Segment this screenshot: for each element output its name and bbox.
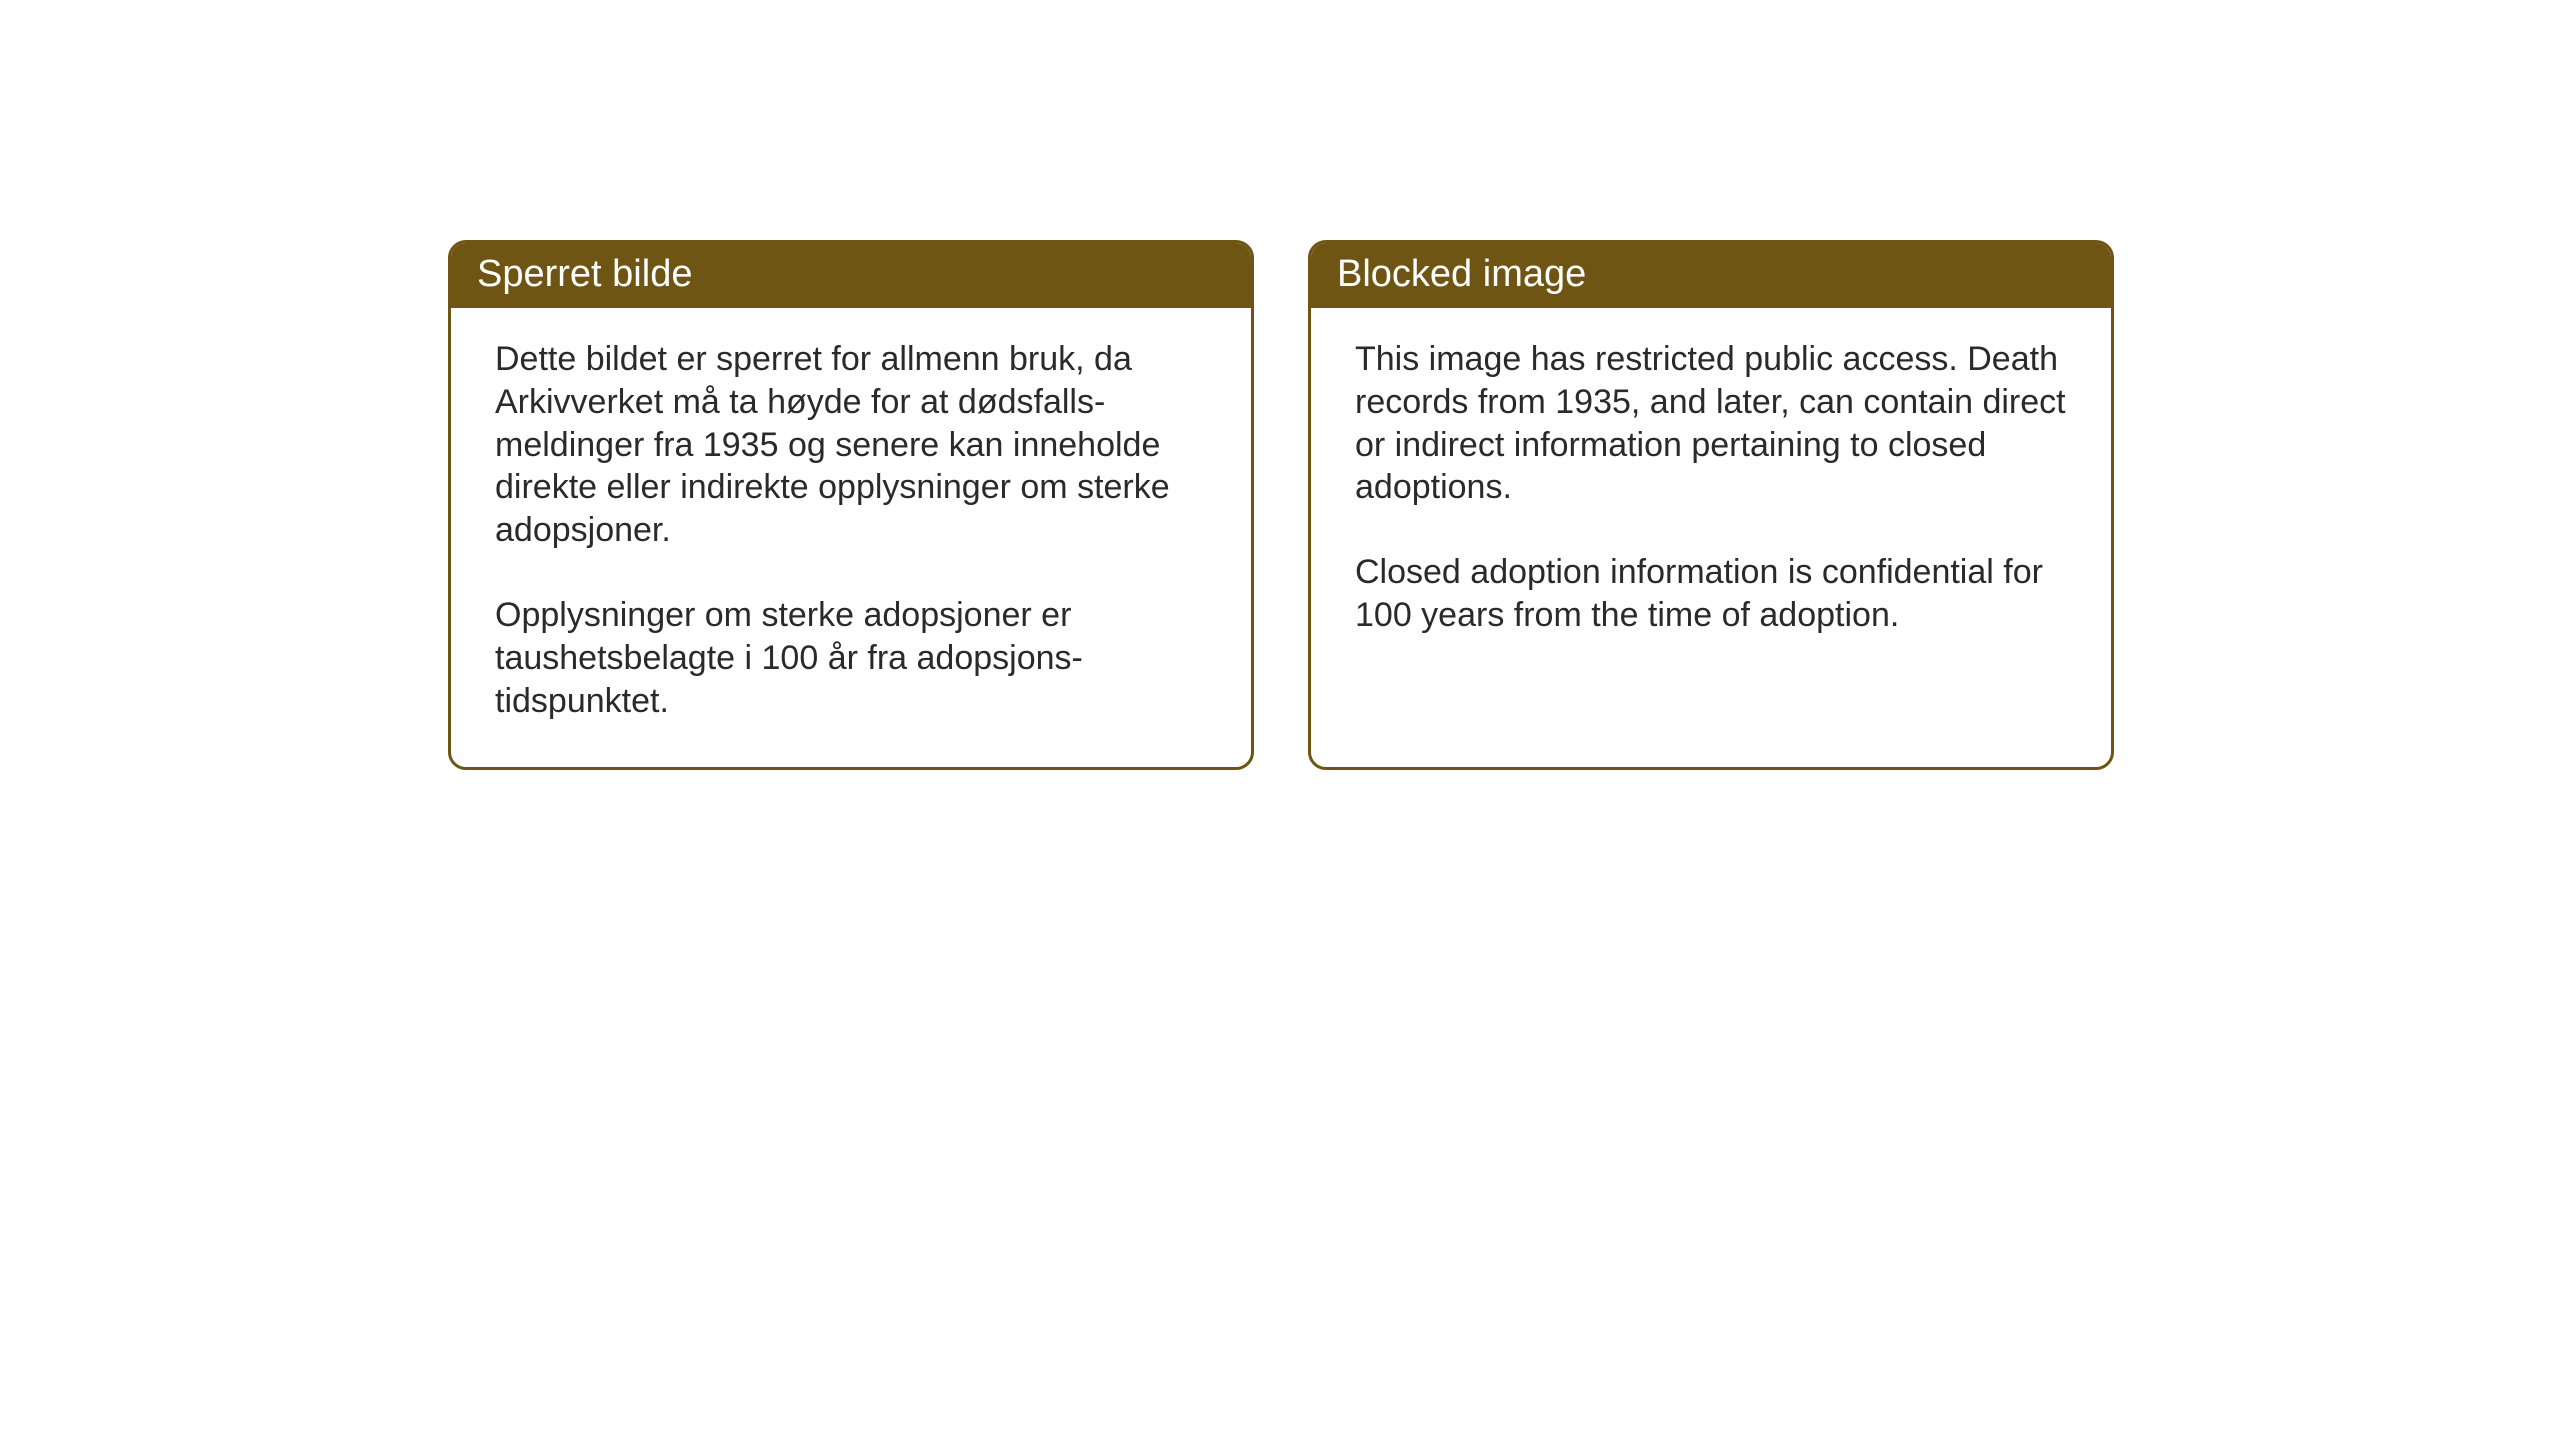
notice-paragraph-2-norwegian: Opplysninger om sterke adopsjoner er tau… [495,594,1207,722]
notice-box-english: Blocked image This image has restricted … [1308,240,2114,770]
notice-container: Sperret bilde Dette bildet er sperret fo… [448,240,2114,770]
notice-body-norwegian: Dette bildet er sperret for allmenn bruk… [451,308,1251,767]
notice-paragraph-2-english: Closed adoption information is confident… [1355,551,2067,637]
notice-header-english: Blocked image [1311,243,2111,308]
notice-header-norwegian: Sperret bilde [451,243,1251,308]
notice-paragraph-1-english: This image has restricted public access.… [1355,338,2067,509]
notice-body-english: This image has restricted public access.… [1311,308,2111,748]
notice-paragraph-1-norwegian: Dette bildet er sperret for allmenn bruk… [495,338,1207,552]
notice-box-norwegian: Sperret bilde Dette bildet er sperret fo… [448,240,1254,770]
